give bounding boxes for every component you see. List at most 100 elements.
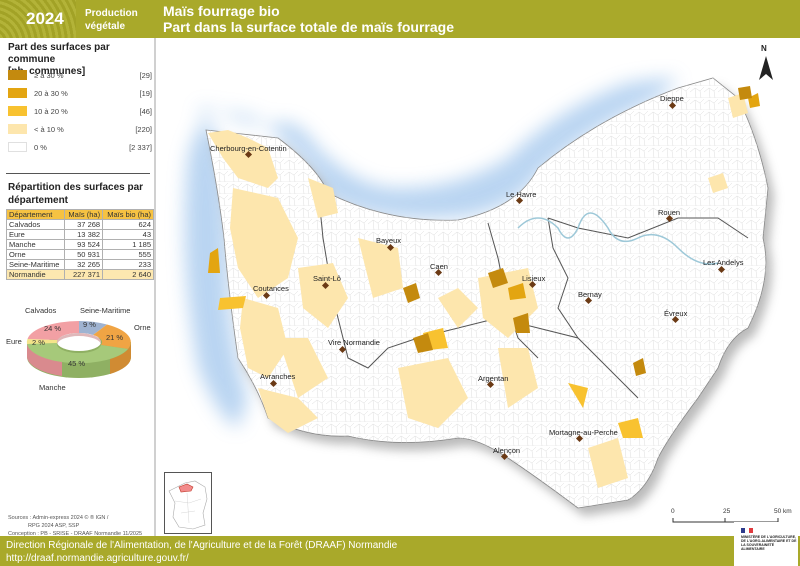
legend-panel: Part des surfaces par commune [nb. commu… — [0, 38, 156, 537]
republique-flag-icon — [741, 528, 753, 533]
legend-count: [46] — [139, 107, 152, 116]
cell: 32 265 — [63, 259, 104, 270]
conception-line: Conception : PB - SRISE - DRAAF Normandi… — [8, 531, 143, 537]
city-label-dieppe: Dieppe — [660, 94, 684, 103]
cell: 43 — [102, 229, 154, 240]
table-total-row: Normandie 227 371 2 640 — [6, 269, 154, 280]
legend-swatch — [8, 142, 27, 152]
theme-line-1: Production — [85, 8, 138, 19]
cell: 37 268 — [63, 219, 104, 230]
city-label-coutances: Coutances — [253, 284, 289, 293]
donut-pct-orne: 21 % — [106, 333, 124, 342]
city-label-bernay: Bernay — [578, 290, 602, 299]
city-label-mortagne-au-perche: Mortagne-au-Perche — [549, 428, 618, 437]
theme-label: Production végétale — [85, 7, 155, 33]
year-box — [0, 0, 76, 38]
department-table: Département Maïs (ha) Maïs bio (ha) Calv… — [6, 209, 154, 280]
legend-swatch — [8, 70, 27, 80]
ministry-logo: MINISTÈRE DE L'AGRICULTURE, DE L'AGRO-AL… — [734, 522, 798, 566]
table-row: Calvados 37 268 624 — [6, 219, 154, 230]
donut-chart: Calvados Seine-Maritime Orne Eure Manche… — [0, 295, 156, 405]
legend-item-20-30: 20 à 30 % [19] — [8, 88, 152, 100]
year-label: 2024 — [26, 9, 64, 28]
city-label-caen: Caen — [430, 262, 448, 271]
scale-tick-25: 25 — [723, 508, 731, 515]
sources-line-2: RPG 2024 ASP, SSP — [28, 523, 80, 529]
legend-count: [29] — [139, 71, 152, 80]
table-title: Répartition des surfaces par département — [8, 181, 143, 207]
footer-banner: Direction Régionale de l'Alimentation, d… — [0, 536, 800, 566]
city-label-alencon: Alençon — [493, 446, 521, 455]
donut-label-calvados: Calvados — [25, 306, 57, 315]
legend-count: [19] — [139, 89, 152, 98]
france-outline — [168, 480, 208, 530]
cell: 1 185 — [102, 239, 154, 250]
sources-line-1: Sources : Admin-express 2024 © ® IGN / — [8, 515, 109, 521]
footer-organization: Direction Régionale de l'Alimentation, d… — [6, 540, 398, 551]
cell: Normandie — [6, 269, 65, 280]
donut-label-eure: Eure — [6, 337, 22, 346]
cell: 13 382 — [63, 229, 104, 240]
legend-label: 20 à 30 % — [34, 89, 68, 98]
header-departement: Département — [6, 209, 65, 220]
table-header-row: Département Maïs (ha) Maïs bio (ha) — [6, 209, 154, 220]
scale-tick-50: 50 km — [774, 508, 792, 515]
cell: 233 — [102, 259, 154, 270]
city-label-le-havre: Le Havre — [506, 190, 537, 199]
cell: Calvados — [6, 219, 65, 230]
map-area: Cherbourg-en-Cotentin Dieppe Le Havre Ro… — [158, 38, 800, 536]
legend-swatch — [8, 106, 27, 116]
cell: 93 524 — [63, 239, 104, 250]
header-mais-bio: Maïs bio (ha) — [102, 209, 154, 220]
city-label-bayeux: Bayeux — [376, 236, 402, 245]
donut-label-seine-maritime: Seine-Maritime — [80, 306, 131, 315]
legend-title-line-2: [nb. communes] — [8, 66, 86, 77]
table-row: Seine-Maritime 32 265 233 — [6, 259, 154, 270]
city-label-argentan: Argentan — [478, 374, 509, 383]
city-label-saint-lo: Saint-Lô — [313, 274, 341, 283]
city-label-cherbourg: Cherbourg-en-Cotentin — [210, 144, 287, 153]
cell: 624 — [102, 219, 154, 230]
legend-item-zero: 0 % [2 337] — [8, 142, 152, 154]
map-title: Maïs fourrage bio — [163, 3, 280, 19]
legend-swatch — [8, 88, 27, 98]
legend-label: < à 10 % — [34, 125, 64, 134]
north-label: N — [761, 44, 767, 53]
ministry-name: MINISTÈRE DE L'AGRICULTURE, DE L'AGRO-AL… — [741, 535, 797, 551]
scale-bar-graphic — [672, 518, 779, 523]
legend-label: ≥ à 30 % — [34, 71, 64, 80]
table-row: Orne 50 931 555 — [6, 249, 154, 260]
legend-divider — [6, 173, 150, 174]
cell: Orne — [6, 249, 65, 260]
normandy-map — [184, 77, 774, 516]
north-arrow: N — [756, 44, 776, 80]
donut-label-orne: Orne — [134, 323, 151, 332]
cell: 50 931 — [63, 249, 104, 260]
donut-pct-manche: 45 % — [68, 359, 86, 368]
legend-item-10-20: 10 à 20 % [46] — [8, 106, 152, 118]
legend-title-line-1: Part des surfaces par commune — [8, 42, 110, 65]
table-title-line-1: Répartition des surfaces par — [8, 182, 144, 193]
scale-bar: 0 25 50 km — [668, 508, 798, 528]
cell: 555 — [102, 249, 154, 260]
scale-tick-0: 0 — [671, 508, 675, 515]
donut-label-manche: Manche — [39, 383, 66, 392]
footer-url-link[interactable]: http://draaf.normandie.agriculture.gouv.… — [6, 553, 189, 564]
legend-count: [2 337] — [129, 143, 152, 152]
city-label-rouen: Rouen — [658, 208, 681, 217]
header-mais: Maïs (ha) — [63, 209, 104, 220]
cell: Seine-Maritime — [6, 259, 65, 270]
map-subtitle: Part dans la surface totale de maïs four… — [163, 19, 454, 35]
donut-pct-calvados: 24 % — [44, 324, 62, 333]
north-arrow-icon — [759, 56, 773, 80]
donut-pct-eure: 2 % — [32, 338, 45, 347]
cell: Eure — [6, 229, 65, 240]
donut-pct-seine-maritime: 9 % — [83, 320, 96, 329]
france-locator-inset — [164, 472, 212, 534]
city-label-avranches: Avranches — [260, 372, 296, 381]
donut-chart-graphic — [26, 321, 132, 378]
table-row: Manche 93 524 1 185 — [6, 239, 154, 250]
legend-title: Part des surfaces par commune [nb. commu… — [8, 42, 154, 78]
city-label-lisieux: Lisieux — [522, 274, 546, 283]
legend-label: 0 % — [34, 143, 47, 152]
